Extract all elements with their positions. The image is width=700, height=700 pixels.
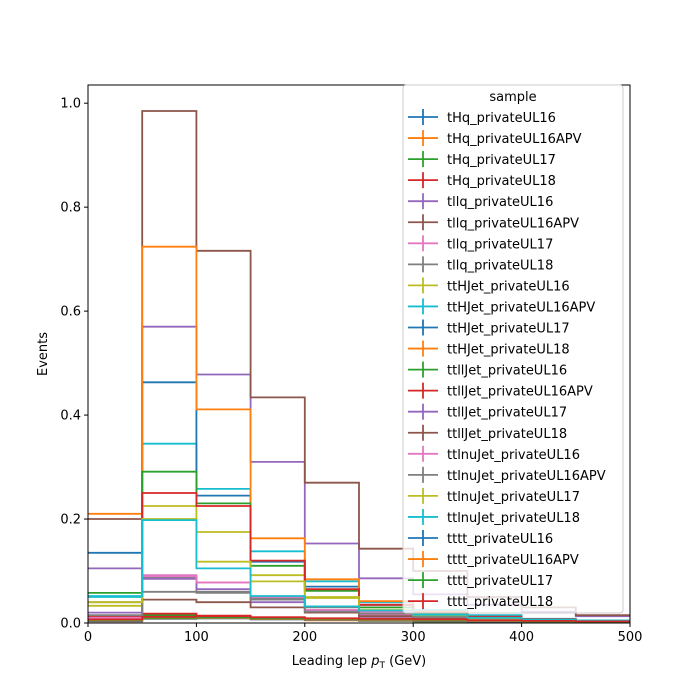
legend-label: ttHJet_privateUL16APV: [447, 300, 595, 315]
legend-label: tHq_privateUL18: [447, 174, 556, 189]
legend-label: ttlnuJet_privateUL16: [447, 448, 580, 463]
legend-label: ttlnuJet_privateUL16APV: [447, 469, 606, 484]
y-tick-label: 0.2: [60, 513, 81, 528]
y-tick-label: 0.6: [60, 305, 81, 320]
x-axis-label: Leading lep pT (GeV): [292, 654, 426, 671]
legend-label: tllq_privateUL18: [447, 258, 553, 273]
legend-label: tllq_privateUL16: [447, 195, 553, 210]
legend-label: tttt_privateUL16APV: [447, 553, 579, 568]
y-tick-label: 0.8: [60, 201, 81, 216]
legend-label: ttllJet_privateUL16: [447, 364, 567, 379]
y-tick-label: 1.0: [60, 97, 81, 112]
legend-label: ttllJet_privateUL16APV: [447, 385, 593, 400]
legend-label: ttllJet_privateUL18: [447, 427, 567, 442]
legend-label: ttHJet_privateUL17: [447, 322, 570, 337]
legend-box: [402, 84, 624, 614]
legend-label: ttHJet_privateUL16: [447, 279, 570, 294]
axes-frame: [87, 84, 631, 624]
legend: sample tHq_privateUL16 tHq_privateUL16APV…: [402, 84, 624, 614]
legend-label: tllq_privateUL17: [447, 237, 553, 252]
x-tick-label: 400: [509, 630, 534, 645]
legend-label: tHq_privateUL16: [447, 111, 556, 126]
legend-label: tHq_privateUL17: [447, 153, 556, 168]
legend-label: ttllJet_privateUL17: [447, 406, 567, 421]
x-tick-label: 200: [292, 630, 317, 645]
legend-label: ttHJet_privateUL18: [447, 343, 570, 358]
x-tick-label: 100: [184, 630, 209, 645]
x-axis: 0 100 200 300 400 500: [84, 623, 643, 645]
x-tick-label: 500: [618, 630, 643, 645]
y-axis-label: Events: [36, 332, 51, 376]
legend-title: sample: [489, 90, 536, 105]
y-tick-label: 0.4: [60, 409, 81, 424]
legend-label: ttlnuJet_privateUL18: [447, 511, 580, 526]
legend-label: tttt_privateUL18: [447, 595, 553, 610]
series-line-tttt_privateUL18: [88, 615, 630, 623]
y-tick-label: 0.0: [60, 617, 81, 632]
x-tick-label: 0: [84, 630, 92, 645]
legend-label: ttlnuJet_privateUL17: [447, 490, 580, 505]
x-tick-label: 300: [401, 630, 426, 645]
legend-label: tttt_privateUL16: [447, 532, 553, 547]
legend-label: tHq_privateUL16APV: [447, 132, 582, 147]
y-axis: 0.0 0.2 0.4 0.6 0.8 1.0: [60, 97, 88, 632]
series-layer: [88, 110, 630, 624]
legend-label: tllq_privateUL16APV: [447, 216, 579, 231]
legend-label: tttt_privateUL17: [447, 574, 553, 589]
